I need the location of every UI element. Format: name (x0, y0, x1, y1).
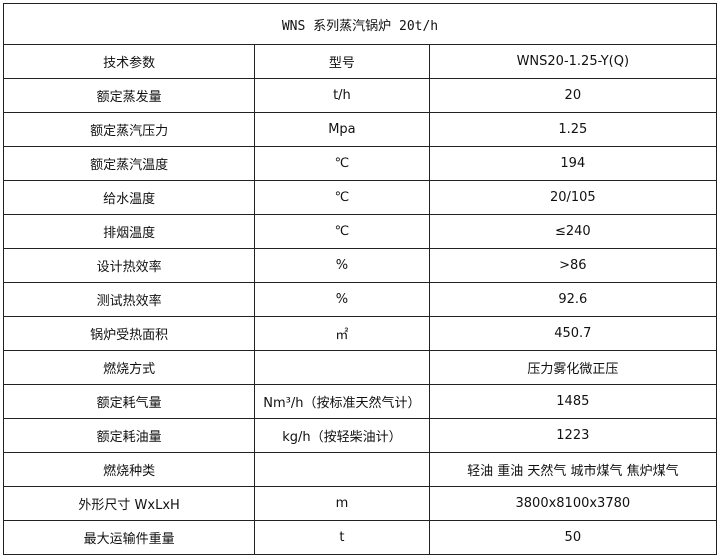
unit-cell: ㎡ (254, 316, 430, 351)
boiler-spec-table: WNS 系列蒸汽锅炉 20t/h 技术参数 型号 WNS20-1.25-Y(Q) 额定… (2, 3, 718, 555)
unit-cell: m (254, 486, 430, 521)
parameter-cell: 锅炉受热面积 (2, 316, 256, 351)
unit-cell: % (254, 248, 430, 283)
table-row: 排烟温度 ℃ ≤240 (2, 214, 718, 249)
value-cell: 20/105 (428, 180, 718, 215)
table-row: 额定蒸发量 t/h 20 (2, 78, 718, 113)
value-cell: 50 (428, 520, 718, 555)
parameter-cell: 额定蒸汽温度 (2, 146, 256, 181)
table-row: 额定耗油量 kg/h（按轻柴油计） 1223 (2, 418, 718, 453)
unit-cell: Nm³/h（按标准天然气计） (254, 384, 430, 419)
unit-cell: kg/h（按轻柴油计） (254, 418, 430, 453)
value-cell: >86 (428, 248, 718, 283)
table-row: 外形尺寸 WxLxH m 3800x8100x3780 (2, 486, 718, 521)
parameter-cell: 外形尺寸 WxLxH (2, 486, 256, 521)
table-row: 燃烧种类 轻油 重油 天然气 城市煤气 焦炉煤气 (2, 452, 718, 487)
value-cell: 3800x8100x3780 (428, 486, 718, 521)
parameter-cell: 设计热效率 (2, 248, 256, 283)
unit-cell: 型号 (254, 44, 430, 79)
unit-cell: t/h (254, 78, 430, 113)
parameter-cell: 额定蒸发量 (2, 78, 256, 113)
value-cell: 1223 (428, 418, 718, 453)
unit-cell (254, 350, 430, 385)
table-row: 燃烧方式 压力雾化微正压 (2, 350, 718, 385)
parameter-cell: 燃烧种类 (2, 452, 256, 487)
table-row: 最大运输件重量 t 50 (2, 520, 718, 555)
table-row: 给水温度 ℃ 20/105 (2, 180, 718, 215)
value-cell: WNS20-1.25-Y(Q) (428, 44, 718, 79)
parameter-cell: 额定耗气量 (2, 384, 256, 419)
unit-cell (254, 452, 430, 487)
parameter-cell: 给水温度 (2, 180, 256, 215)
value-cell: ≤240 (428, 214, 718, 249)
parameter-cell: 测试热效率 (2, 282, 256, 317)
value-cell: 轻油 重油 天然气 城市煤气 焦炉煤气 (428, 452, 718, 487)
table-title: WNS 系列蒸汽锅炉 20t/h (3, 3, 717, 45)
parameter-cell: 最大运输件重量 (2, 520, 256, 555)
parameter-cell: 排烟温度 (2, 214, 256, 249)
table-row: 额定蒸汽温度 ℃ 194 (2, 146, 718, 181)
unit-cell: Mpa (254, 112, 430, 147)
table-row: 设计热效率% >86 (2, 248, 718, 283)
parameter-cell: 额定耗油量 (2, 418, 256, 453)
unit-cell: ℃ (254, 180, 430, 215)
table-row: 技术参数 型号 WNS20-1.25-Y(Q) (2, 44, 718, 79)
value-cell: 1.25 (428, 112, 718, 147)
unit-cell: t (254, 520, 430, 555)
parameter-cell: 燃烧方式 (2, 350, 256, 385)
value-cell: 194 (428, 146, 718, 181)
value-cell: 20 (428, 78, 718, 113)
unit-cell: ℃ (254, 214, 430, 249)
value-cell: 压力雾化微正压 (428, 350, 718, 385)
table-row: 额定蒸汽压力 Mpa 1.25 (2, 112, 718, 147)
unit-cell: ℃ (254, 146, 430, 181)
table-row: 额定耗气量 Nm³/h（按标准天然气计） 1485 (2, 384, 718, 419)
value-cell: 1485 (428, 384, 718, 419)
title-row: WNS 系列蒸汽锅炉 20t/h (3, 3, 717, 45)
value-cell: 92.6 (428, 282, 718, 317)
table-row: 测试热效率% 92.6 (2, 282, 718, 317)
unit-cell: % (254, 282, 430, 317)
parameter-cell: 技术参数 (2, 44, 256, 79)
parameter-cell: 额定蒸汽压力 (2, 112, 256, 147)
value-cell: 450.7 (428, 316, 718, 351)
